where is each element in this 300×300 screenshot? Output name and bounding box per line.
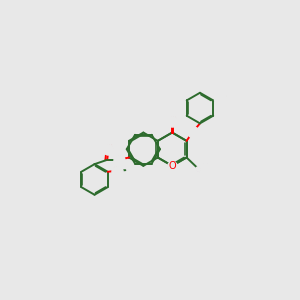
Text: F: F <box>193 171 198 180</box>
Text: O: O <box>168 161 176 171</box>
Text: Br: Br <box>216 94 227 103</box>
Text: O: O <box>113 166 120 176</box>
Text: O: O <box>116 155 123 165</box>
Text: O: O <box>168 161 176 171</box>
Text: F: F <box>202 163 208 172</box>
Text: O: O <box>168 116 176 126</box>
Text: O: O <box>189 127 197 136</box>
Text: O: O <box>105 144 113 154</box>
Text: F: F <box>200 171 205 180</box>
